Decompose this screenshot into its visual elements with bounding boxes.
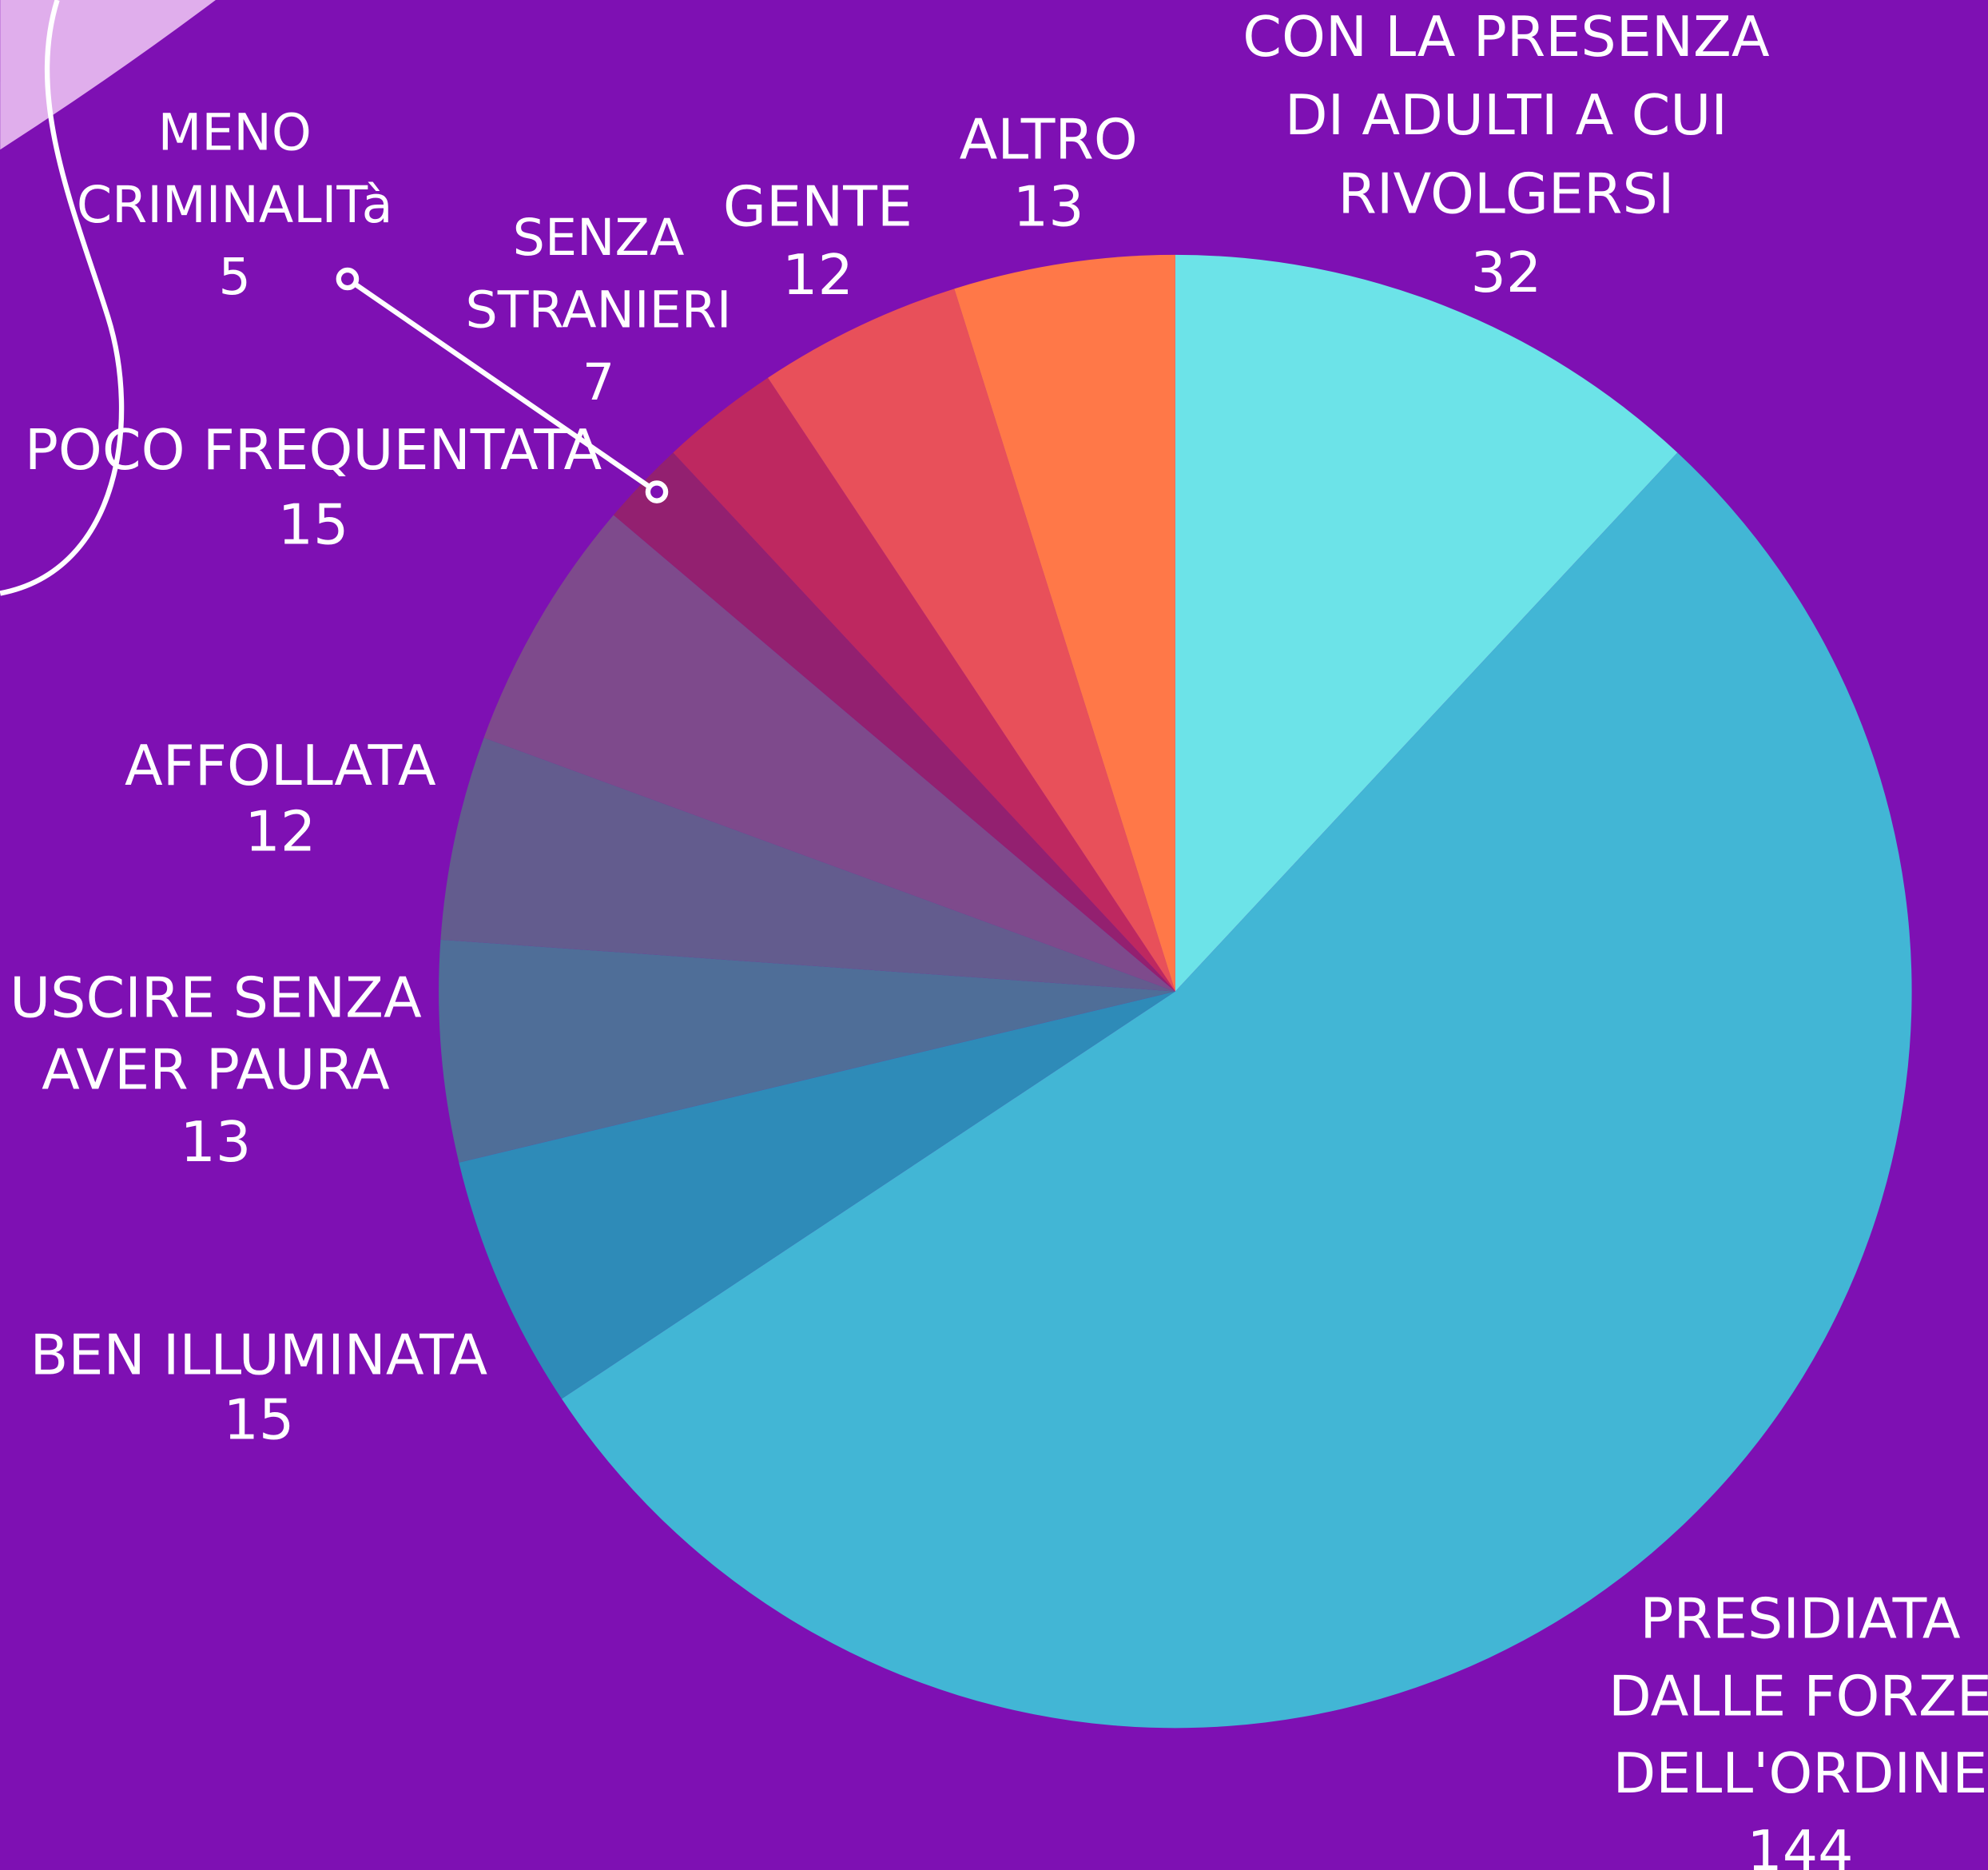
pie-slice [1175,254,1678,992]
leader-dot [645,480,669,503]
pie-slice [459,991,1175,1399]
slice-label: AVER PAURA [42,1038,390,1103]
slice-label: USCIRE SENZA [10,965,422,1030]
pie-slice [613,452,1175,992]
slice-label: POCO FREQUENTATA [25,418,602,483]
labels: CON LA PRESENZA DI ADULTI A CUI RIVOLGERSI… [10,5,1988,1870]
pie [439,254,1912,1729]
value-label: 7 [582,352,614,412]
slice-label: ALTRO [960,107,1138,172]
slice-label: DI ADULTI A CUI [1285,83,1728,148]
pie-slice [768,288,1175,992]
slice-label: PRESIDIATA [1640,1587,1960,1652]
value-label: 15 [278,493,349,558]
pie-slice [439,939,1175,1163]
value-label: 15 [223,1388,294,1453]
slice-label: CRIMINALITà [77,175,393,234]
value-label: 144 [1747,1819,1853,1870]
pie-slice [561,452,1912,1729]
value-label: 12 [782,243,853,308]
value-label: 5 [219,247,251,306]
slice-label: GENTE [723,174,912,239]
decorative-curve [0,0,125,596]
slice-label: DALLE FORZE [1608,1664,1988,1729]
slice-label: AFFOLLATA [125,734,436,798]
value-label: 13 [1013,174,1084,239]
slice-label: RIVOLGERSI [1338,162,1674,227]
pie-slice [673,377,1175,992]
slice-label: SENZA [513,208,685,267]
leader-dot [336,267,360,291]
slice-label: CON LA PRESENZA [1242,5,1770,70]
leader-line [346,277,658,495]
pie-slice [954,254,1175,992]
pie-slice [483,515,1175,992]
value-label: 32 [1471,241,1542,305]
value-label: 13 [181,1110,252,1175]
corner-decoration [0,0,216,150]
slice-label: MENO [158,102,312,161]
value-label: 12 [245,799,316,864]
slice-label: BEN ILLUMINATA [30,1323,488,1388]
slice-label: STRANIERI [466,280,732,339]
pie-slice [440,738,1175,992]
slice-label: DELL'ORDINE [1613,1741,1988,1806]
